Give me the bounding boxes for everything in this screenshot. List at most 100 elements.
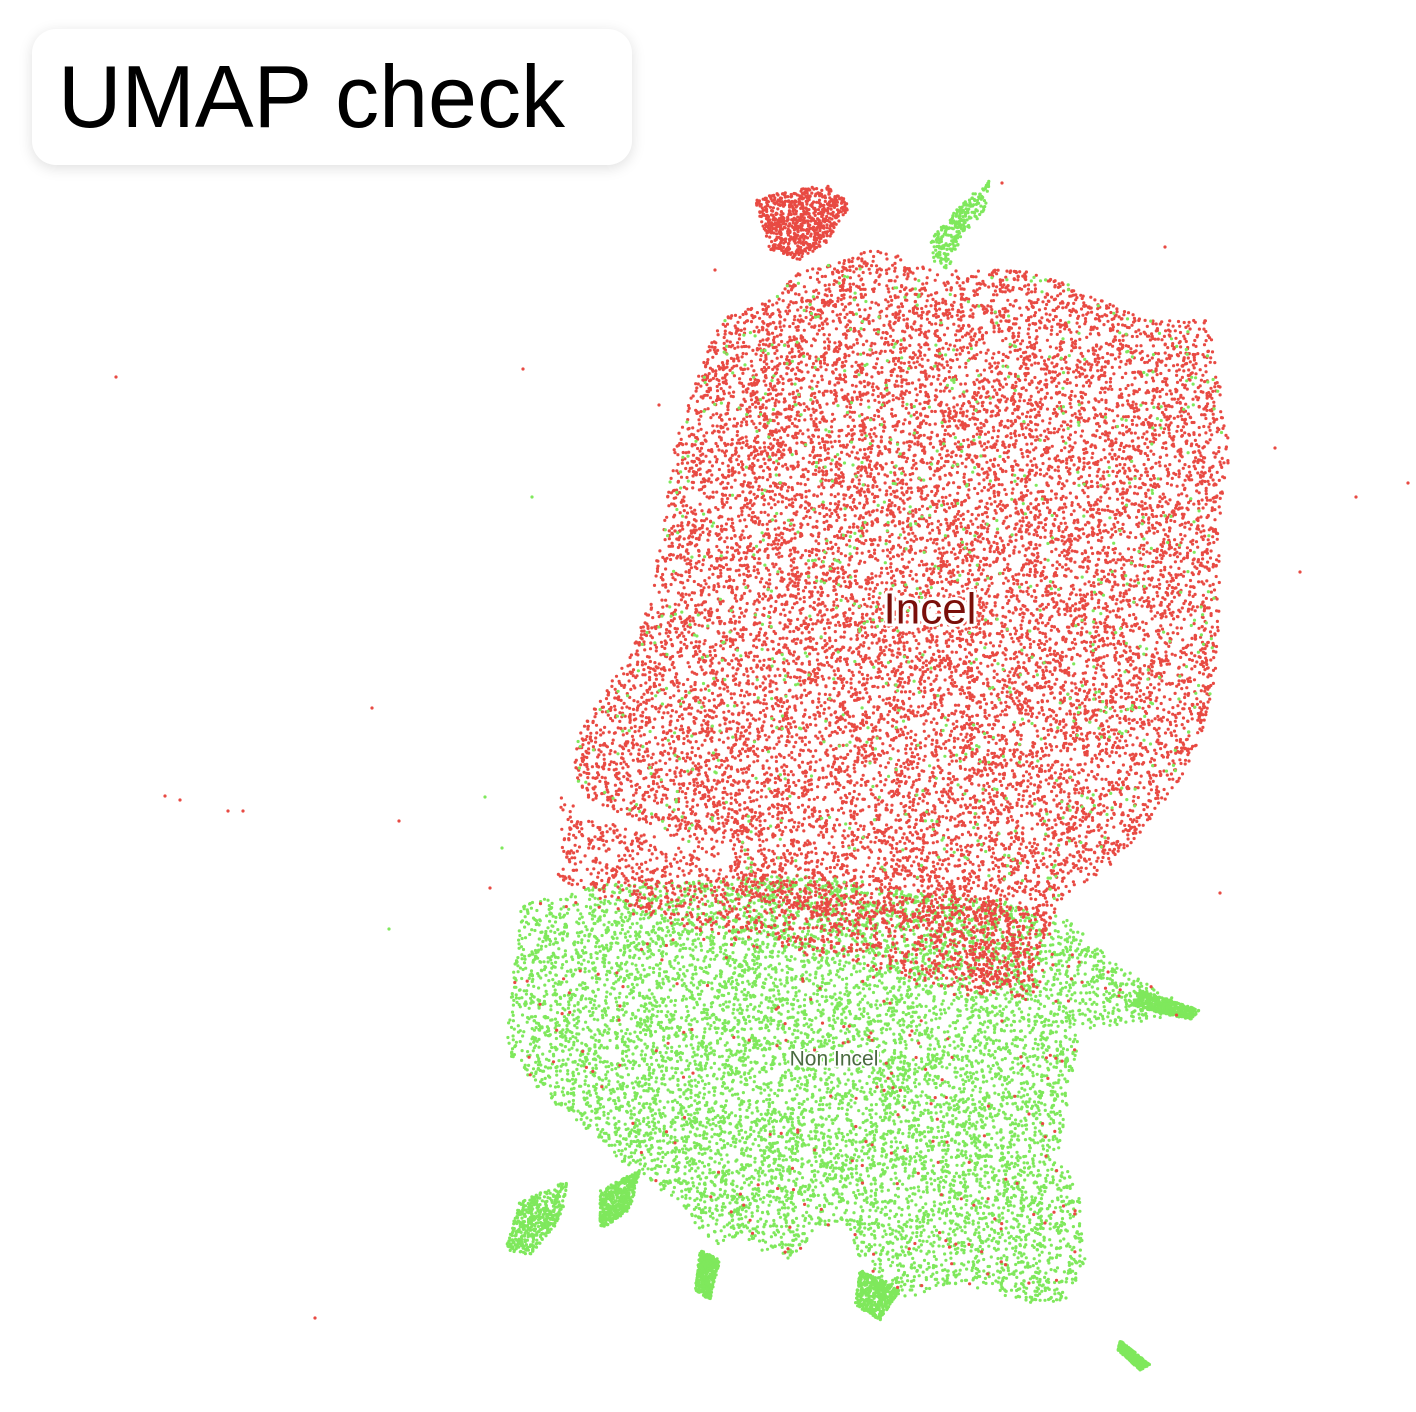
non-incel-point [844, 1163, 848, 1167]
non-incel-point [1129, 994, 1133, 998]
non-incel-point [678, 936, 682, 940]
non-incel-point [1073, 1053, 1077, 1057]
non-incel-point [992, 1167, 996, 1171]
non-incel-point [738, 1107, 742, 1111]
non-incel-point [780, 1225, 784, 1229]
non-incel-point [869, 1166, 873, 1170]
non-incel-point [592, 1084, 596, 1088]
non-incel-point [1097, 959, 1101, 963]
non-incel-point [638, 1158, 643, 1162]
non-incel-point [767, 1122, 771, 1126]
non-incel-point [706, 981, 710, 985]
non-incel-point [795, 1093, 799, 1097]
non-incel-point [1124, 1020, 1128, 1024]
non-incel-point [621, 1035, 625, 1039]
non-incel-point [1061, 1117, 1065, 1122]
non-incel-point [969, 1249, 973, 1253]
non-incel-point [946, 1273, 950, 1277]
non-incel-point [783, 1053, 787, 1057]
non-incel-point [748, 1019, 752, 1024]
non-incel-point [872, 1229, 876, 1233]
non-incel-point [629, 1151, 634, 1155]
non-incel-point [942, 1008, 946, 1012]
non-incel-point [825, 1082, 829, 1086]
non-incel-point [1127, 977, 1131, 981]
non-incel-point [521, 967, 525, 972]
non-incel-point [1040, 1046, 1044, 1050]
non-incel-point [952, 1175, 956, 1179]
non-incel-point [942, 1030, 947, 1034]
non-incel-point [722, 1071, 726, 1075]
non-incel-point [520, 1013, 525, 1017]
non-incel-point [774, 1175, 778, 1179]
non-incel-point [670, 1193, 674, 1197]
non-incel-point [730, 1093, 735, 1097]
non-incel-point [1020, 1072, 1024, 1076]
non-incel-point [666, 1141, 670, 1145]
non-incel-point [748, 1201, 752, 1206]
non-incel-point [928, 944, 932, 948]
non-incel-point [905, 1108, 909, 1112]
non-incel-point [917, 1189, 921, 1193]
non-incel-point [1039, 1139, 1043, 1143]
non-incel-point [885, 1166, 890, 1170]
non-incel-point [627, 890, 632, 894]
non-incel-point [772, 994, 776, 998]
non-incel-point [813, 1155, 817, 1159]
non-incel-point [553, 955, 558, 959]
non-incel-point [1030, 1195, 1034, 1199]
non-incel-point [877, 979, 882, 983]
non-incel-point [674, 1071, 678, 1075]
non-incel-point [608, 992, 613, 996]
non-incel-point [713, 1089, 717, 1093]
non-incel-point [947, 1190, 952, 1194]
non-incel-point [796, 1029, 800, 1033]
non-incel-point [777, 1134, 781, 1139]
non-incel-point [943, 986, 947, 991]
non-incel-point [792, 932, 796, 936]
non-incel-point [685, 969, 689, 973]
non-incel-point [1033, 1126, 1037, 1130]
non-incel-point [675, 1100, 680, 1105]
non-incel-point [905, 1274, 910, 1278]
non-incel-point [869, 1189, 874, 1193]
non-incel-point [971, 1260, 975, 1264]
non-incel-point [638, 1025, 642, 1029]
non-incel-point [965, 1025, 969, 1029]
non-incel-point [638, 993, 642, 998]
non-incel-point [915, 1269, 919, 1273]
non-incel-point [882, 1074, 886, 1078]
non-incel-point [954, 1282, 958, 1286]
non-incel-point [810, 1163, 814, 1167]
non-incel-point [1024, 1127, 1029, 1131]
non-incel-point [940, 1139, 944, 1144]
non-incel-point [1096, 987, 1100, 991]
non-incel-point [554, 973, 559, 977]
non-incel-point [623, 962, 628, 966]
non-incel-point [880, 933, 885, 937]
non-incel-point [993, 1091, 997, 1095]
non-incel-point [590, 1013, 594, 1017]
non-incel-point [858, 909, 862, 913]
non-incel-point [1068, 1025, 1072, 1029]
non-incel-point [746, 991, 750, 995]
non-incel-point [989, 1067, 993, 1071]
non-incel-point [1001, 1216, 1005, 1220]
non-incel-point [983, 1174, 987, 1178]
non-incel-point [850, 1172, 854, 1176]
non-incel-point [665, 1133, 670, 1137]
non-incel-point [614, 910, 618, 915]
non-incel-point [999, 1069, 1003, 1073]
non-incel-point [991, 1041, 996, 1045]
non-incel-point [639, 1095, 643, 1099]
non-incel-point [588, 1093, 593, 1097]
non-incel-point [886, 1188, 891, 1192]
non-incel-point [730, 976, 734, 980]
non-incel-point [691, 1181, 695, 1185]
non-incel-point [921, 1270, 925, 1274]
non-incel-point [632, 1040, 636, 1044]
non-incel-point [976, 1221, 981, 1225]
non-incel-point [862, 955, 866, 959]
non-incel-point [899, 1050, 903, 1054]
non-incel-point [736, 998, 740, 1002]
